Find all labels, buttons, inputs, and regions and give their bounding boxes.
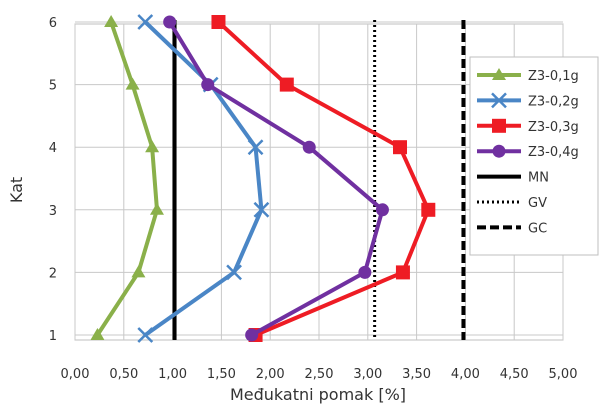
series-line-z3-0-1g: [95, 21, 159, 337]
legend-swatch-marker-stroke: [491, 92, 507, 109]
x-axis-ticks: 0,00 0,50 1,00 1,50 2,00 2,50 3,00 3,50 4,00 4,50…: [61, 367, 578, 382]
legend-item-mn: MN: [477, 171, 549, 186]
data-point: [375, 203, 389, 217]
reference-lines: [172, 20, 466, 340]
series-z3-0-4g: [163, 15, 389, 342]
x-tick-label: 0,50: [109, 367, 138, 382]
data-point: [247, 139, 264, 156]
series-line-z3-0-4g: [167, 20, 385, 337]
legend-item-gv: GV: [477, 196, 547, 211]
data-point-stroke: [247, 139, 264, 156]
y-tick-label: 1: [49, 329, 57, 344]
legend-label: GV: [528, 196, 547, 211]
data-point-stroke: [253, 201, 270, 218]
data-point: [245, 328, 259, 342]
legend-item-z3-0-4g: Z3-0,4g: [477, 144, 579, 160]
y-tick-label: 2: [49, 266, 57, 281]
data-point: [104, 15, 119, 27]
legend-swatch-marker: [492, 144, 506, 158]
y-tick-label: 3: [49, 204, 57, 219]
x-tick-label: 4,00: [451, 367, 480, 382]
series-z3-0-1g: [90, 15, 164, 340]
legend-item-gc: GC: [477, 221, 547, 236]
y-tick-label: 5: [49, 79, 57, 94]
legend-label: Z3-0,4g: [528, 145, 579, 160]
data-point: [279, 77, 294, 92]
legend-label: Z3-0,2g: [528, 94, 579, 109]
data-point: [149, 202, 164, 215]
data-point: [302, 140, 316, 154]
x-tick-label: 4,50: [500, 367, 529, 382]
data-point: [125, 77, 140, 90]
data-point: [253, 201, 270, 218]
x-tick-label: 3,50: [402, 367, 431, 382]
legend-swatch-marker: [492, 118, 506, 133]
data-point: [131, 265, 146, 278]
x-tick-label: 0,00: [61, 367, 90, 382]
data-point: [393, 140, 408, 155]
y-axis-title: Kat: [7, 177, 26, 203]
data-point: [145, 140, 160, 153]
legend-item-z3-0-3g: Z3-0,3g: [477, 118, 579, 135]
y-axis-ticks: 1 2 3 4 5 6: [49, 16, 57, 344]
data-point-stroke: [137, 327, 154, 343]
x-tick-label: 5,00: [549, 367, 578, 382]
data-point: [226, 264, 242, 281]
series-z3-0-2g: [137, 14, 270, 343]
data-point-stroke: [137, 14, 154, 30]
legend-label: Z3-0,1g: [528, 69, 579, 84]
legend-item-z3-0-1g: Z3-0,1g: [477, 68, 579, 84]
x-tick-label: 1,00: [158, 367, 187, 382]
series: [90, 14, 436, 343]
x-tick-label: 3,00: [353, 367, 382, 382]
data-point: [421, 202, 436, 217]
x-tick-label: 2,50: [305, 367, 334, 382]
legend-swatch-marker: [492, 68, 506, 80]
data-point: [201, 78, 215, 92]
data-point: [395, 265, 410, 280]
legend-label: MN: [528, 171, 549, 186]
data-point-stroke: [226, 264, 242, 281]
x-tick-label: 1,50: [207, 367, 236, 382]
data-point: [137, 14, 154, 30]
series-z3-0-3g: [211, 15, 436, 342]
legend-item-z3-0-2g: Z3-0,2g: [477, 92, 579, 109]
legend-label: Z3-0,3g: [528, 120, 579, 135]
data-point: [90, 328, 105, 340]
legend: Z3-0,1g Z3-0,2g Z3-0,3g Z3-0,4g MN GV GC: [469, 56, 599, 256]
x-tick-label: 2,00: [256, 367, 285, 382]
legend-label: GC: [528, 221, 547, 236]
x-axis-title: Međukatni pomak [%]: [230, 385, 406, 404]
data-point: [163, 15, 177, 29]
legend-box: [469, 56, 599, 256]
series-line-z3-0-3g: [217, 20, 431, 337]
y-tick-label: 4: [49, 141, 57, 156]
y-tick-label: 6: [49, 16, 57, 31]
data-point: [211, 15, 226, 29]
data-point: [358, 265, 372, 279]
data-point: [137, 327, 154, 343]
series-line-z3-0-2g: [143, 20, 264, 337]
legend-swatch-marker: [491, 92, 507, 109]
legend-items: Z3-0,1g Z3-0,2g Z3-0,3g Z3-0,4g MN GV GC: [477, 68, 579, 236]
